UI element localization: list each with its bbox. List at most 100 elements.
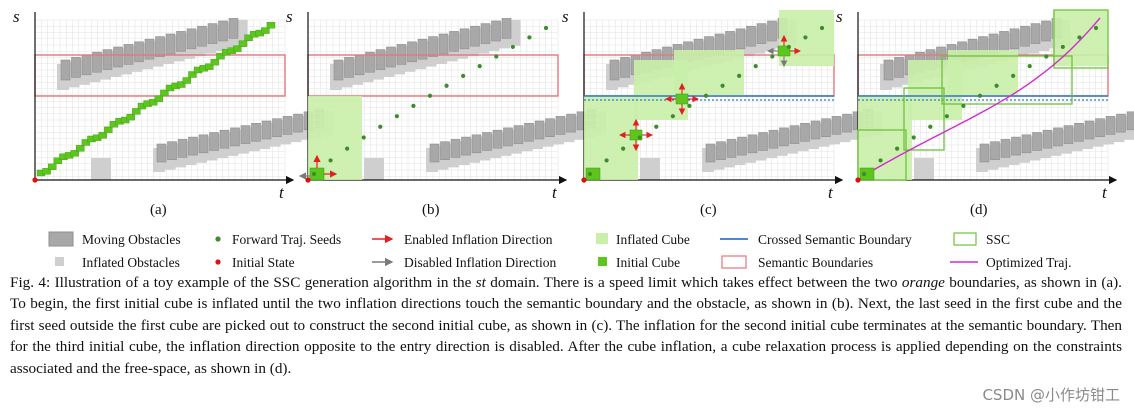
legend-inflated-cube-swatch — [596, 233, 608, 244]
legend-initial-cube: Initial Cube — [616, 255, 680, 270]
initial-cube — [182, 77, 192, 84]
moving-obstacle — [480, 23, 491, 44]
axis-label-t: t — [1102, 183, 1108, 202]
moving-obstacle — [354, 54, 365, 76]
initial-cube — [859, 167, 875, 181]
initial-cube — [42, 168, 51, 175]
forward-seed — [1011, 73, 1016, 79]
forward-seed — [1060, 44, 1065, 50]
figure-caption: Fig. 4: Illustration of a toy example of… — [10, 272, 1122, 379]
forward-seed — [895, 146, 900, 151]
initial-cube — [104, 126, 113, 134]
moving-obstacle — [1074, 123, 1084, 142]
ssc-cube — [941, 55, 1073, 105]
moving-obstacle — [186, 28, 197, 50]
moving-obstacle — [209, 132, 219, 151]
moving-obstacle — [219, 129, 230, 149]
legend-moving-obstacles: Moving Obstacles — [82, 232, 181, 247]
forward-seed — [703, 93, 709, 98]
inflated-cube — [674, 50, 744, 96]
moving-obstacle — [555, 116, 566, 135]
legend-ssc: SSC — [986, 232, 1010, 247]
moving-obstacle — [1126, 111, 1134, 131]
moving-obstacle — [566, 113, 576, 133]
panel-d: ts — [836, 7, 1134, 202]
ssc-cube — [857, 129, 907, 181]
moving-obstacle — [228, 18, 239, 39]
moving-obstacle — [726, 139, 737, 158]
moving-obstacle — [386, 46, 396, 68]
moving-obstacle — [1032, 132, 1042, 151]
initial-cube — [585, 167, 601, 181]
forward-seed — [311, 171, 317, 177]
initial-cube — [205, 63, 214, 70]
initial-cube — [177, 81, 186, 88]
legend-crossed-boundary: Crossed Semantic Boundary — [758, 232, 912, 247]
moving-obstacle — [459, 28, 470, 50]
legend: Moving Obstacles Inflated Obstacles Forw… — [48, 231, 1072, 270]
moving-obstacle — [735, 28, 746, 50]
legend-inflated-obstacles-swatch — [55, 257, 64, 266]
moving-obstacle — [620, 57, 630, 78]
moving-obstacle — [821, 118, 831, 137]
legend-inflated-cube: Inflated Cube — [616, 232, 690, 247]
moving-obstacle — [758, 132, 768, 151]
forward-seed — [328, 158, 333, 163]
moving-obstacle — [513, 125, 524, 144]
initial-cube — [233, 45, 242, 52]
moving-obstacle — [282, 116, 293, 135]
panel-c: ts — [562, 7, 882, 202]
forward-seed — [427, 93, 433, 98]
moving-obstacle — [417, 38, 428, 60]
initial-cube — [154, 95, 164, 103]
forward-seed — [928, 124, 933, 129]
moving-obstacle — [1042, 129, 1053, 149]
forward-seed — [786, 44, 791, 50]
moving-obstacle — [134, 41, 144, 63]
moving-obstacle — [218, 20, 228, 42]
forward-seed — [803, 35, 808, 40]
moving-obstacle — [1009, 28, 1020, 50]
forward-seed — [994, 83, 999, 88]
legend-semantic-boundaries: Semantic Boundaries — [758, 255, 873, 270]
moving-obstacle — [240, 125, 251, 144]
moving-obstacle — [230, 127, 240, 147]
forward-seed — [770, 54, 775, 59]
moving-obstacle — [251, 123, 261, 142]
forward-seed — [911, 135, 916, 140]
moving-obstacle — [1011, 136, 1021, 156]
forward-seed — [1044, 54, 1049, 59]
initial-cube — [160, 89, 169, 97]
initial-cube — [70, 150, 79, 157]
axis-label-s: s — [562, 7, 569, 26]
legend-initial-cube-swatch — [598, 257, 607, 266]
legend-seed-dot — [215, 236, 221, 242]
moving-obstacle — [705, 143, 716, 163]
moving-obstacle — [747, 134, 758, 154]
inflated-cube — [584, 96, 638, 180]
panel-b: ts — [286, 7, 606, 202]
moving-obstacle — [545, 118, 555, 137]
moving-obstacle — [197, 25, 207, 47]
forward-seed — [394, 114, 399, 119]
moving-obstacle — [113, 46, 123, 68]
legend-semantic-boundaries-swatch — [721, 255, 747, 269]
moving-obstacle — [789, 125, 800, 144]
moving-obstacle — [534, 120, 545, 140]
moving-obstacle — [375, 49, 386, 70]
initial-cube — [48, 163, 57, 171]
forward-seed — [654, 124, 659, 129]
forward-seed — [587, 171, 593, 177]
moving-obstacle — [450, 139, 461, 158]
initial-cube — [216, 52, 225, 60]
initial-cube — [210, 58, 220, 66]
forward-seed — [510, 44, 515, 50]
inflated-cube — [948, 50, 1018, 96]
axis-label-t: t — [828, 183, 834, 202]
moving-obstacle — [1095, 118, 1105, 137]
initial-cube — [148, 99, 158, 106]
moving-obstacle — [1116, 113, 1126, 133]
axis-label-s: s — [13, 7, 20, 26]
forward-seed — [444, 83, 449, 88]
